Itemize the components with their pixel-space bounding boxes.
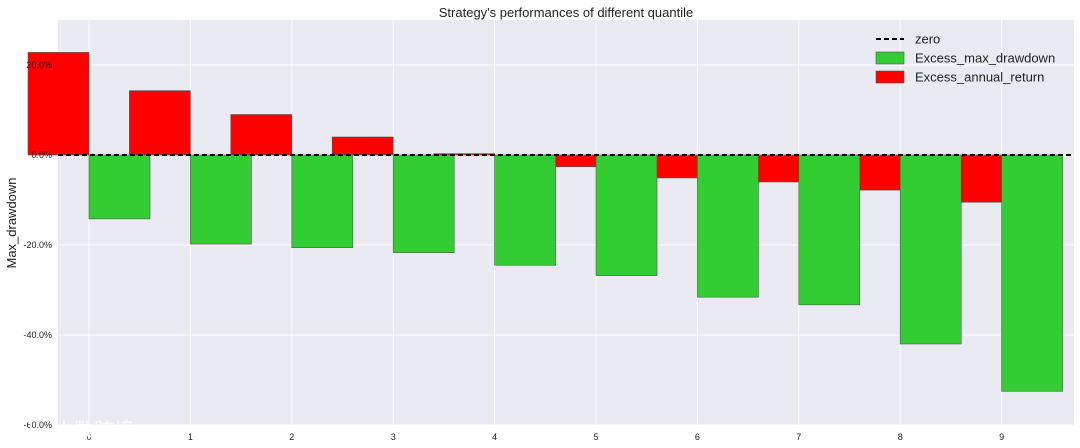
y-tick-label: -20.0% xyxy=(23,240,52,250)
bar-excess-max-drawdown xyxy=(392,154,455,253)
y-axis-label: Max_drawdown xyxy=(4,177,19,268)
y-tick-label: -60.0% xyxy=(23,420,52,430)
bar-excess-max-drawdown xyxy=(697,154,759,298)
bar-excess-max-drawdown xyxy=(291,154,354,248)
bar-excess-annual-return xyxy=(129,90,191,156)
bar-excess-annual-return xyxy=(27,52,90,156)
bar-excess-max-drawdown xyxy=(88,154,151,220)
chart-title: Strategy's performances of different qua… xyxy=(439,5,693,20)
x-tick-label: 3 xyxy=(391,432,396,442)
bar-excess-max-drawdown xyxy=(899,154,962,345)
bar-excess-max-drawdown xyxy=(1001,154,1063,392)
x-tick-label: 0 xyxy=(86,432,91,442)
watermark: 大数跨境 xyxy=(5,415,134,442)
y-tick-label: 20.0% xyxy=(26,60,52,70)
legend-label: zero xyxy=(915,32,940,47)
x-tick-label: 8 xyxy=(898,432,903,442)
y-tick-label: 0.0% xyxy=(31,150,52,160)
bar-excess-max-drawdown xyxy=(190,154,252,245)
bar-excess-annual-return xyxy=(230,114,293,156)
x-tick-label: 6 xyxy=(695,432,700,442)
x-tick-label: 1 xyxy=(188,432,193,442)
bar-excess-max-drawdown xyxy=(595,154,658,276)
bars xyxy=(27,52,1063,392)
x-tick-label: 4 xyxy=(492,432,497,442)
x-tick-label: 2 xyxy=(289,432,294,442)
bar-excess-max-drawdown xyxy=(798,154,861,306)
y-tick-label: -40.0% xyxy=(23,330,52,340)
legend-swatch xyxy=(875,51,905,65)
x-tick-label: 7 xyxy=(796,432,801,442)
bar-excess-max-drawdown xyxy=(494,154,556,266)
legend-label: Excess_max_drawdown xyxy=(915,51,1055,66)
tick-labels: -60.0% -40.0% -20.0% 0.0% 20.0% 0 1 2 3 4 5 6 7 8 9 xyxy=(23,60,1004,442)
bar-excess-annual-return xyxy=(331,136,394,156)
x-tick-label: 9 xyxy=(999,432,1004,442)
watermark-text: 大数跨境 xyxy=(54,418,134,442)
legend-swatch xyxy=(875,70,905,84)
legend-label: Excess_annual_return xyxy=(915,70,1044,85)
watermark-logo-icon xyxy=(5,415,32,438)
x-tick-label: 5 xyxy=(593,432,598,442)
legend: zero Excess_max_drawdown Excess_annual_ret… xyxy=(875,32,1055,85)
